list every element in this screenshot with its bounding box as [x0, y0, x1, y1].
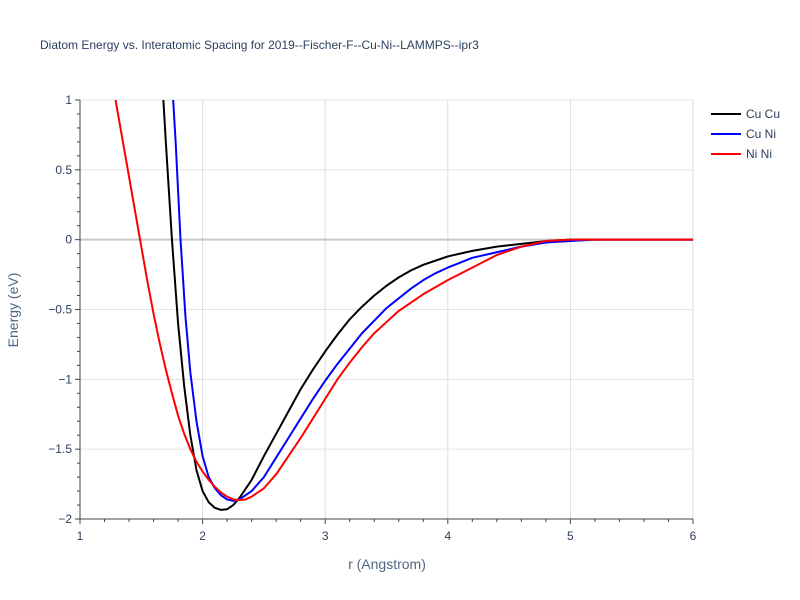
x-tick-label: 1 [77, 529, 84, 543]
legend-label: Ni Ni [746, 147, 772, 161]
y-tick-label: −1.5 [48, 442, 72, 456]
y-tick-label: −2 [58, 512, 72, 526]
y-tick-label: 1 [65, 93, 72, 107]
legend-item[interactable]: Cu Ni [711, 127, 776, 141]
y-tick-label: 0.5 [55, 163, 72, 177]
chart-title: Diatom Energy vs. Interatomic Spacing fo… [40, 38, 479, 52]
x-axis-title: r (Angstrom) [348, 556, 426, 572]
x-tick-label: 4 [444, 529, 451, 543]
series-line-ni-ni [114, 100, 693, 502]
series-line-cu-ni [172, 100, 693, 502]
legend: Cu Cu Cu Ni Ni Ni [711, 107, 780, 161]
y-tick-label: −0.5 [48, 303, 72, 317]
x-tick-label: 3 [322, 529, 329, 543]
y-tick-label: −1 [58, 372, 72, 386]
legend-label: Cu Cu [746, 107, 780, 121]
legend-item[interactable]: Ni Ni [711, 147, 772, 161]
y-axis-title: Energy (eV) [5, 273, 21, 348]
x-tick-label: 6 [690, 529, 697, 543]
legend-label: Cu Ni [746, 127, 776, 141]
x-tick-label: 5 [567, 529, 574, 543]
legend-item[interactable]: Cu Cu [711, 107, 780, 121]
x-tick-label: 2 [199, 529, 206, 543]
series-line-cu-cu [162, 100, 693, 511]
y-tick-label: 0 [65, 233, 72, 247]
axis-layer: 1 2 3 4 5 6 1 0.5 0 −0.5 −1 −1.5 −2 [48, 93, 696, 543]
series-layer [114, 100, 693, 511]
